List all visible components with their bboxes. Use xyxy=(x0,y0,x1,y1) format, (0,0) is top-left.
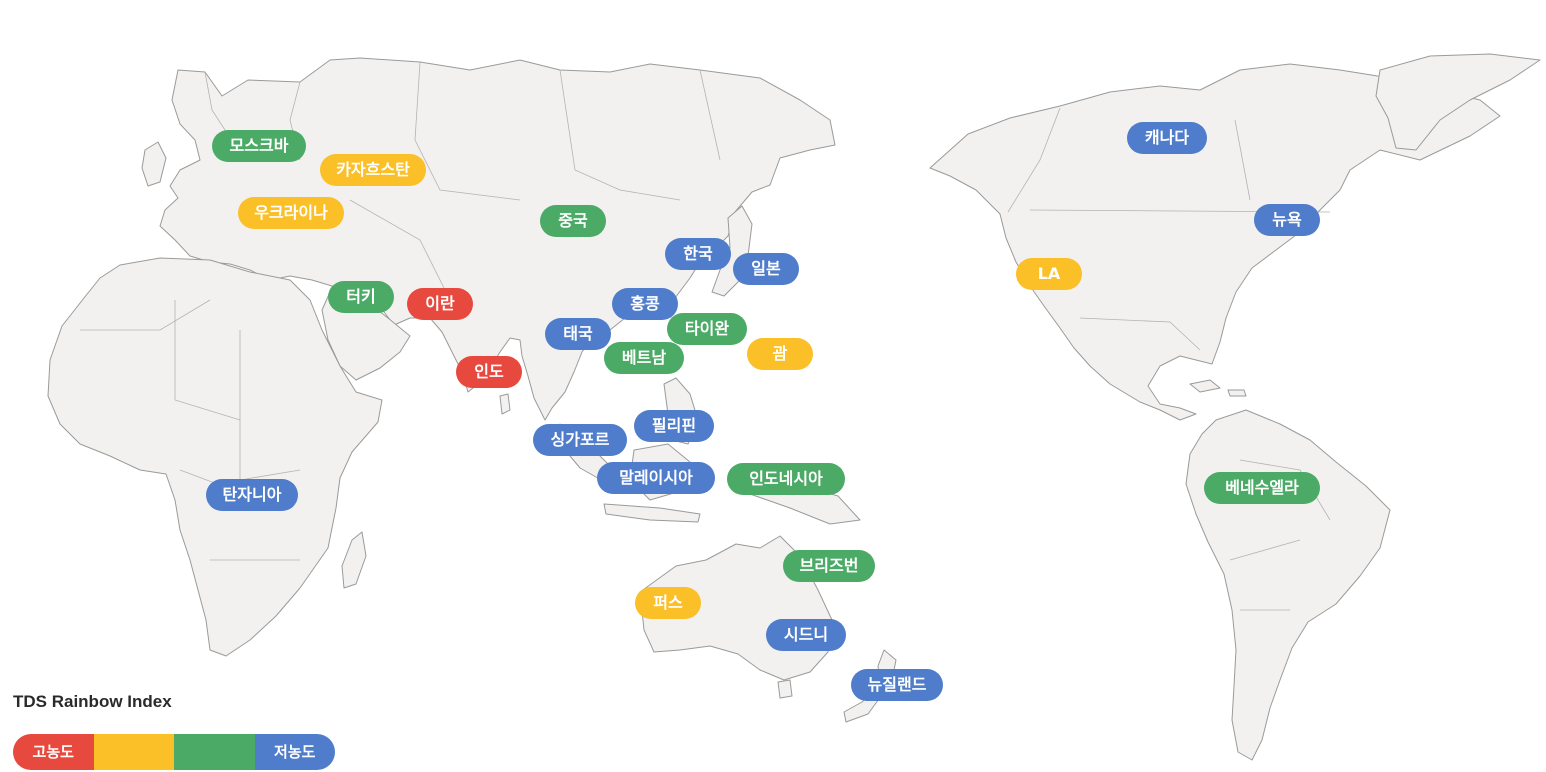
marker-moscow[interactable]: 모스크바 xyxy=(212,130,306,162)
marker-canada[interactable]: 캐나다 xyxy=(1127,122,1207,154)
marker-tanzania[interactable]: 탄자니아 xyxy=(206,479,298,511)
marker-vietnam[interactable]: 베트남 xyxy=(604,342,684,374)
marker-korea[interactable]: 한국 xyxy=(665,238,731,270)
marker-kazakhstan[interactable]: 카자흐스탄 xyxy=(320,154,426,186)
legend-title: TDS Rainbow Index xyxy=(13,692,172,711)
legend-segment-high: 고농도 xyxy=(13,734,94,770)
marker-la[interactable]: LA xyxy=(1016,258,1082,290)
marker-brisbane[interactable]: 브리즈번 xyxy=(783,550,875,582)
uk-landmass xyxy=(141,141,167,187)
marker-japan[interactable]: 일본 xyxy=(733,253,799,285)
marker-venezuela[interactable]: 베네수엘라 xyxy=(1204,472,1320,504)
north-america-landmass xyxy=(929,63,1501,421)
legend-color-scale: 고농도 저농도 xyxy=(13,734,335,770)
legend-segment-upper-mid xyxy=(93,734,174,770)
south-america-landmass xyxy=(1185,409,1391,761)
madagascar-landmass xyxy=(341,531,367,589)
marker-guam[interactable]: 괌 xyxy=(747,338,813,370)
marker-newyork[interactable]: 뉴욕 xyxy=(1254,204,1320,236)
marker-taiwan[interactable]: 타이완 xyxy=(667,313,747,345)
marker-indonesia[interactable]: 인도네시아 xyxy=(727,463,845,495)
marker-singapore[interactable]: 싱가포르 xyxy=(533,424,627,456)
marker-perth[interactable]: 퍼스 xyxy=(635,587,701,619)
marker-china[interactable]: 중국 xyxy=(540,205,606,237)
marker-iran[interactable]: 이란 xyxy=(407,288,473,320)
marker-thailand[interactable]: 태국 xyxy=(545,318,611,350)
marker-hongkong[interactable]: 홍콩 xyxy=(612,288,678,320)
marker-turkey[interactable]: 터키 xyxy=(328,281,394,313)
marker-newzealand[interactable]: 뉴질랜드 xyxy=(851,669,943,701)
greenland-landmass xyxy=(1375,53,1541,151)
legend-segment-lower-mid xyxy=(174,734,255,770)
marker-sydney[interactable]: 시드니 xyxy=(766,619,846,651)
java-landmass xyxy=(603,503,701,523)
marker-philippines[interactable]: 필리핀 xyxy=(634,410,714,442)
marker-malaysia[interactable]: 말레이시아 xyxy=(597,462,715,494)
marker-india[interactable]: 인도 xyxy=(456,356,522,388)
legend-segment-low: 저농도 xyxy=(254,734,335,770)
africa-landmass xyxy=(47,257,383,657)
marker-ukraine[interactable]: 우크라이나 xyxy=(238,197,344,229)
